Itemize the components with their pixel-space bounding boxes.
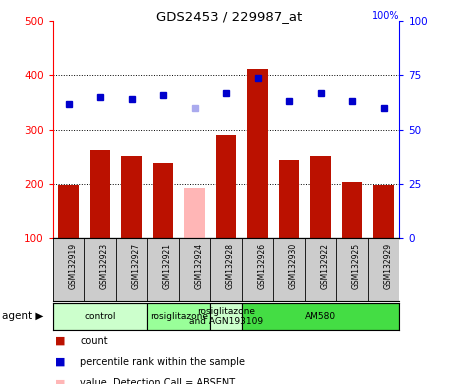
Bar — [216, 135, 236, 238]
Text: rosiglitazone
and AGN193109: rosiglitazone and AGN193109 — [189, 307, 263, 326]
Text: GSM132925: GSM132925 — [352, 243, 361, 289]
Text: rosiglitazone: rosiglitazone — [150, 312, 208, 321]
Text: ■: ■ — [55, 357, 66, 367]
Text: count: count — [80, 336, 108, 346]
Bar — [210, 303, 242, 330]
Text: GSM132921: GSM132921 — [163, 243, 172, 289]
Bar — [342, 182, 362, 238]
Text: ■: ■ — [55, 378, 66, 384]
Text: AM580: AM580 — [305, 312, 336, 321]
Text: GSM132924: GSM132924 — [195, 243, 203, 289]
Text: control: control — [84, 312, 116, 321]
Text: GSM132930: GSM132930 — [289, 243, 298, 290]
Text: GSM132926: GSM132926 — [257, 243, 267, 289]
Text: GDS2453 / 229987_at: GDS2453 / 229987_at — [157, 10, 302, 23]
Bar — [279, 160, 299, 238]
Bar — [90, 150, 110, 238]
Text: GSM132919: GSM132919 — [68, 243, 78, 289]
Text: ■: ■ — [55, 336, 66, 346]
Text: GSM132927: GSM132927 — [132, 243, 140, 289]
Bar — [147, 303, 210, 330]
Text: value, Detection Call = ABSENT: value, Detection Call = ABSENT — [80, 378, 235, 384]
Text: 100%: 100% — [372, 11, 399, 21]
Text: GSM132923: GSM132923 — [100, 243, 109, 289]
Text: GSM132929: GSM132929 — [384, 243, 392, 289]
Text: agent ▶: agent ▶ — [2, 311, 44, 321]
Bar — [185, 188, 205, 238]
Text: GSM132928: GSM132928 — [226, 243, 235, 289]
Text: GSM132922: GSM132922 — [320, 243, 330, 289]
Text: percentile rank within the sample: percentile rank within the sample — [80, 357, 245, 367]
Bar — [247, 69, 268, 238]
Bar — [242, 303, 399, 330]
Bar — [121, 156, 142, 238]
Bar — [58, 185, 79, 238]
Bar — [310, 156, 331, 238]
Bar — [373, 185, 394, 238]
Bar — [153, 163, 174, 238]
Bar — [53, 303, 147, 330]
